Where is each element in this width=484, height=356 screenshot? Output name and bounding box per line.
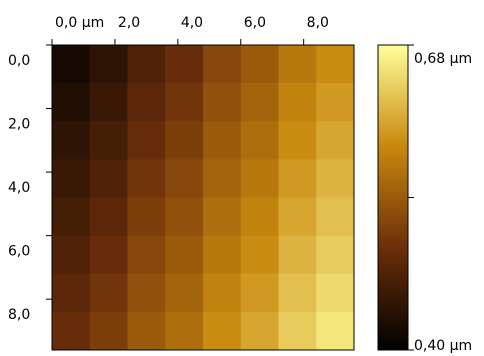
height-cell xyxy=(90,198,128,237)
height-cell xyxy=(316,159,354,198)
height-cell xyxy=(203,121,241,160)
height-cell xyxy=(165,198,203,237)
height-cell xyxy=(241,312,279,351)
height-cell xyxy=(241,198,279,237)
height-cell xyxy=(52,312,90,351)
height-cell xyxy=(165,236,203,275)
height-cell xyxy=(165,312,203,351)
height-cell xyxy=(165,83,203,122)
height-cell xyxy=(52,121,90,160)
height-cell xyxy=(90,312,128,351)
height-cell xyxy=(316,121,354,160)
height-cell xyxy=(128,236,166,275)
height-cell xyxy=(241,121,279,160)
height-cell xyxy=(316,198,354,237)
height-cell xyxy=(128,83,166,122)
height-cell xyxy=(52,159,90,198)
height-cell xyxy=(52,83,90,122)
x-tick-label: 4,0 xyxy=(181,15,203,31)
chart: 0,0 µm 2,0 4,0 6,0 8,0 0,0 2,0 4,0 6,0 8,0 0,40 µm… xyxy=(0,0,484,356)
height-cell xyxy=(52,274,90,313)
height-cell xyxy=(316,45,354,84)
height-cell xyxy=(316,236,354,275)
height-cell xyxy=(316,312,354,351)
height-cell xyxy=(52,198,90,237)
height-cell xyxy=(279,45,317,84)
y-tick-label: 0,0 xyxy=(8,53,30,69)
height-cell xyxy=(203,83,241,122)
height-cell xyxy=(203,45,241,84)
height-cell xyxy=(241,159,279,198)
y-tick-label: 8,0 xyxy=(8,307,30,323)
color-tick-label: 0,40 µm xyxy=(414,338,472,354)
x-tick-label: 0,0 µm xyxy=(55,15,104,31)
height-cell xyxy=(279,121,317,160)
height-cell xyxy=(241,236,279,275)
height-cell xyxy=(279,236,317,275)
x-tick-label: 6,0 xyxy=(244,15,266,31)
height-cell xyxy=(90,274,128,313)
height-cell xyxy=(128,159,166,198)
x-tick-label: 2,0 xyxy=(118,15,140,31)
height-cell xyxy=(241,83,279,122)
height-cell xyxy=(203,198,241,237)
height-cell xyxy=(90,236,128,275)
height-cell xyxy=(52,45,90,84)
height-cell xyxy=(128,198,166,237)
height-cell xyxy=(279,198,317,237)
height-cell xyxy=(165,274,203,313)
y-tick-label: 2,0 xyxy=(8,117,30,133)
height-cell xyxy=(203,159,241,198)
height-cell xyxy=(90,45,128,84)
height-cell xyxy=(316,83,354,122)
height-cell xyxy=(203,312,241,351)
height-cell xyxy=(165,159,203,198)
height-cell xyxy=(52,236,90,275)
height-cell xyxy=(128,312,166,351)
height-cell xyxy=(90,83,128,122)
height-cell xyxy=(279,274,317,313)
height-cell xyxy=(203,236,241,275)
height-cell xyxy=(128,45,166,84)
color-bar xyxy=(378,45,408,350)
height-cell xyxy=(241,45,279,84)
height-cell xyxy=(203,274,241,313)
y-tick-label: 6,0 xyxy=(8,244,30,260)
height-cell xyxy=(279,312,317,351)
height-cell xyxy=(90,121,128,160)
height-cell xyxy=(165,121,203,160)
color-tick-label: 0,68 µm xyxy=(414,51,472,67)
height-cell xyxy=(165,45,203,84)
height-cell xyxy=(90,159,128,198)
y-tick-label: 4,0 xyxy=(8,180,30,196)
height-cell xyxy=(128,121,166,160)
height-cell xyxy=(279,159,317,198)
height-cell xyxy=(128,274,166,313)
height-cell xyxy=(241,274,279,313)
height-cell xyxy=(316,274,354,313)
x-tick-label: 8,0 xyxy=(307,15,329,31)
height-cell xyxy=(279,83,317,122)
